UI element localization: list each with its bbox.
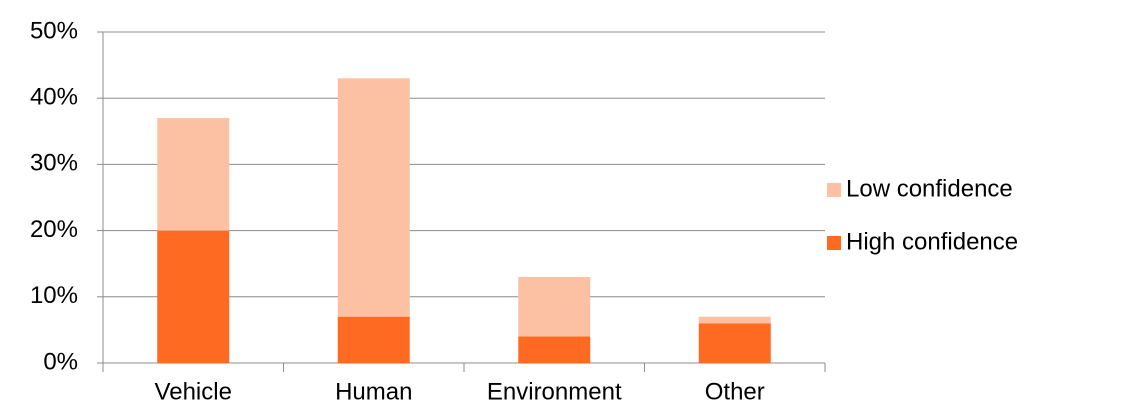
bar-segment: [337, 78, 410, 317]
y-tick-label: 30%: [30, 150, 78, 177]
legend-label: Low confidence: [846, 175, 1013, 202]
x-tick-label: Other: [705, 378, 765, 405]
bar-segment: [337, 316, 410, 363]
y-tick-label: 40%: [30, 84, 78, 111]
y-tick-label: 10%: [30, 282, 78, 309]
y-tick-label: 50%: [30, 17, 78, 44]
legend-label: High confidence: [846, 228, 1018, 255]
bar-segment: [698, 323, 771, 363]
bar-segment: [157, 118, 230, 231]
x-tick-label: Environment: [487, 378, 622, 405]
x-tick-label: Vehicle: [155, 378, 232, 405]
legend-swatch: [827, 236, 841, 250]
bar-segment: [518, 336, 591, 363]
x-tick-label: Human: [335, 378, 412, 405]
y-tick-label: 20%: [30, 216, 78, 243]
bar-segment: [518, 276, 591, 337]
y-tick-label: 0%: [43, 348, 78, 375]
bar-segment: [698, 316, 771, 324]
bar-segment: [157, 230, 230, 363]
legend-swatch: [827, 183, 841, 197]
